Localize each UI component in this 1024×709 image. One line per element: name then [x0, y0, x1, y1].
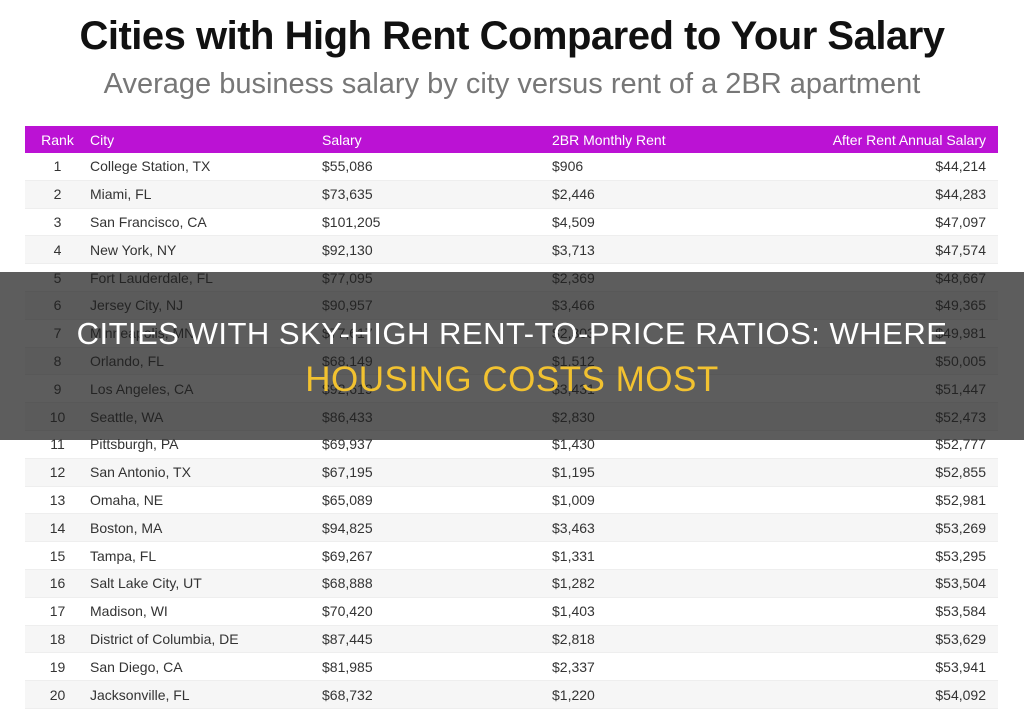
table-row: 16 Salt Lake City, UT $68,888 $1,282 $53,504 — [25, 569, 998, 598]
table-row: 14 Boston, MA $94,825 $3,463 $53,269 — [25, 513, 998, 543]
table-cell: $906 — [552, 153, 812, 181]
table-cell: $53,941 — [812, 652, 998, 682]
table-cell: $70,420 — [322, 597, 552, 626]
table-cell: $94,825 — [322, 513, 552, 543]
table-cell: $81,985 — [322, 652, 552, 682]
table-cell: 13 — [25, 486, 90, 515]
column-header: Salary — [322, 126, 552, 153]
title: Cities with High Rent Compared to Your S… — [79, 14, 945, 58]
table-cell: $54,092 — [812, 680, 998, 709]
table-cell: $69,267 — [322, 541, 552, 570]
table-cell: 12 — [25, 458, 90, 487]
table-cell: $44,214 — [812, 153, 998, 181]
table-cell: Boston, MA — [90, 513, 322, 543]
table-cell: College Station, TX — [90, 153, 322, 181]
table-cell: Madison, WI — [90, 597, 322, 626]
column-header: Rank — [25, 126, 90, 153]
table-cell: $47,574 — [812, 235, 998, 265]
table-cell: San Diego, CA — [90, 652, 322, 682]
table-cell: Jacksonville, FL — [90, 680, 322, 709]
banner: CITIES WITH SKY-HIGH RENT-TO-PRICE RATIO… — [0, 272, 1024, 440]
table-row: 12 San Antonio, TX $67,195 $1,195 $52,855 — [25, 458, 998, 487]
table-cell: 3 — [25, 208, 90, 237]
banner-line: HOUSING COSTS MOST — [305, 360, 719, 399]
table-row: 4 New York, NY $92,130 $3,713 $47,574 — [25, 235, 998, 265]
column-header: City — [90, 126, 322, 153]
column-header: 2BR Monthly Rent — [552, 126, 812, 153]
page: Cities with High Rent Compared to Your S… — [0, 14, 1024, 709]
table-cell: $53,504 — [812, 569, 998, 598]
table-cell: $87,445 — [322, 625, 552, 654]
table-cell: $101,205 — [322, 208, 552, 237]
table-cell: Miami, FL — [90, 180, 322, 209]
table-cell: $2,446 — [552, 180, 812, 209]
table-cell: $53,629 — [812, 625, 998, 654]
table-cell: $4,509 — [552, 208, 812, 237]
subtitle: Average business salary by city versus r… — [103, 68, 921, 100]
table-cell: $1,195 — [552, 458, 812, 487]
table-cell: Salt Lake City, UT — [90, 569, 322, 598]
table-cell: Tampa, FL — [90, 541, 322, 570]
table-cell: 4 — [25, 235, 90, 265]
table-row: 15 Tampa, FL $69,267 $1,331 $53,295 — [25, 541, 998, 570]
table-row: 1 College Station, TX $55,086 $906 $44,214 — [25, 153, 998, 181]
table-cell: $53,584 — [812, 597, 998, 626]
table-cell: $65,089 — [322, 486, 552, 515]
table-row: 13 Omaha, NE $65,089 $1,009 $52,981 — [25, 486, 998, 515]
table-cell: 19 — [25, 652, 90, 682]
table-cell: New York, NY — [90, 235, 322, 265]
table-cell: $52,855 — [812, 458, 998, 487]
table-cell: $68,888 — [322, 569, 552, 598]
table-row: 18 District of Columbia, DE $87,445 $2,818 $… — [25, 625, 998, 654]
table-cell: $73,635 — [322, 180, 552, 209]
table-cell: $3,713 — [552, 235, 812, 265]
table-cell: $92,130 — [322, 235, 552, 265]
table-cell: 20 — [25, 680, 90, 709]
table-cell: $52,981 — [812, 486, 998, 515]
table-cell: 14 — [25, 513, 90, 543]
table-cell: 18 — [25, 625, 90, 654]
table-cell: 16 — [25, 569, 90, 598]
table-cell: 17 — [25, 597, 90, 626]
table-row: 17 Madison, WI $70,420 $1,403 $53,584 — [25, 597, 998, 626]
table-cell: San Antonio, TX — [90, 458, 322, 487]
table-cell: $1,009 — [552, 486, 812, 515]
table-cell: $1,403 — [552, 597, 812, 626]
header-row: Rank City Salary 2BR Monthly Rent After Rent… — [25, 126, 998, 153]
table-row: 20 Jacksonville, FL $68,732 $1,220 $54,092 — [25, 680, 998, 709]
table-cell: $44,283 — [812, 180, 998, 209]
table-row: 19 San Diego, CA $81,985 $2,337 $53,941 — [25, 652, 998, 682]
table-cell: $53,269 — [812, 513, 998, 543]
table-row: 3 San Francisco, CA $101,205 $4,509 $47,097 — [25, 208, 998, 237]
table-cell: San Francisco, CA — [90, 208, 322, 237]
table-cell: Omaha, NE — [90, 486, 322, 515]
table-cell: 2 — [25, 180, 90, 209]
table-cell: $53,295 — [812, 541, 998, 570]
table-row: 2 Miami, FL $73,635 $2,446 $44,283 — [25, 180, 998, 209]
table-cell: $1,282 — [552, 569, 812, 598]
table-cell: $3,463 — [552, 513, 812, 543]
table-cell: District of Columbia, DE — [90, 625, 322, 654]
table-cell: $47,097 — [812, 208, 998, 237]
table-cell: $68,732 — [322, 680, 552, 709]
table-cell: 1 — [25, 153, 90, 181]
table-cell: 15 — [25, 541, 90, 570]
table-cell: $2,818 — [552, 625, 812, 654]
banner-line: CITIES WITH SKY-HIGH RENT-TO-PRICE RATIO… — [76, 316, 948, 351]
table-cell: $55,086 — [322, 153, 552, 181]
table-cell: $67,195 — [322, 458, 552, 487]
table-cell: $2,337 — [552, 652, 812, 682]
column-header: After Rent Annual Salary — [812, 126, 998, 153]
table-cell: $1,331 — [552, 541, 812, 570]
table-cell: $1,220 — [552, 680, 812, 709]
